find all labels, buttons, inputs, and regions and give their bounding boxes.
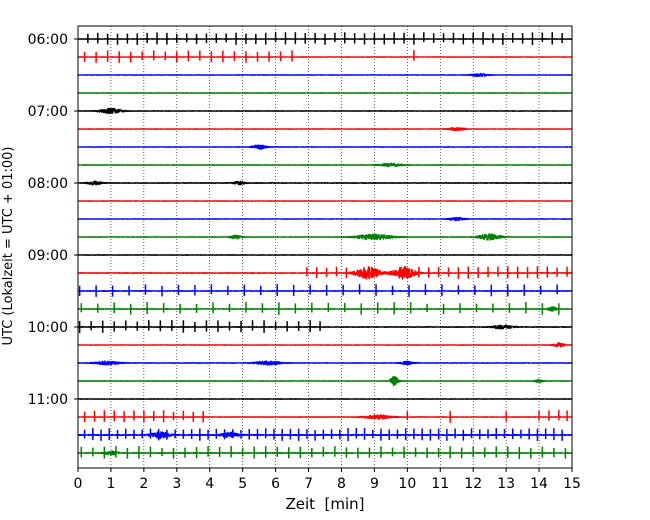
trace-line (77, 72, 573, 78)
x-tick-label: 11 (431, 476, 449, 492)
trace-line (77, 216, 573, 222)
trace-line (77, 324, 573, 330)
x-tick-label: 2 (139, 476, 148, 492)
y-tick-label: 06:00 (28, 32, 68, 48)
x-tick-label: 5 (238, 476, 247, 492)
trace-line (77, 254, 573, 256)
x-tick-label: 3 (172, 476, 181, 492)
y-tick-label: 08:00 (28, 176, 68, 192)
trace-line (77, 107, 573, 115)
x-tick-label: 15 (563, 476, 581, 492)
x-tick-label: 8 (337, 476, 346, 492)
trace-line (77, 450, 573, 456)
x-tick-label: 9 (370, 476, 379, 492)
x-axis-ticks: 0 1 2 3 4 5 6 7 8 9 10 11 12 13 14 15 (74, 468, 581, 492)
y-axis-label: UTC (Lokalzeit = UTC + 01:00) (1, 147, 16, 346)
trace-line (77, 180, 573, 186)
x-tick-label: 7 (304, 476, 313, 492)
x-tick-label: 12 (464, 476, 482, 492)
trace-line (77, 144, 573, 150)
trace-line (77, 342, 573, 348)
trace-line (77, 290, 573, 292)
trace-line (77, 360, 573, 366)
y-tick-label: 09:00 (28, 248, 68, 264)
x-tick-label: 10 (398, 476, 416, 492)
trace-line (77, 162, 573, 168)
x-axis-label: Zeit [min] (285, 495, 364, 513)
trace-line (77, 266, 573, 280)
y-tick-label: 07:00 (28, 104, 68, 120)
trace-line (77, 306, 573, 312)
trace-line (77, 431, 573, 440)
seismogram-traces (77, 32, 573, 459)
x-tick-label: 4 (205, 476, 214, 492)
plot-frame (77, 25, 573, 469)
trace-line (77, 126, 573, 132)
y-axis-ticks: 06:00 07:00 08:00 09:00 10:00 11:00 (28, 32, 78, 408)
trace-line (77, 376, 573, 387)
y-tick-label: 10:00 (28, 320, 68, 336)
x-tick-label: 6 (271, 476, 280, 492)
x-tick-label: 1 (106, 476, 115, 492)
trace-line (77, 92, 573, 94)
y-tick-label: 11:00 (28, 392, 68, 408)
x-tick-label: 0 (74, 476, 83, 492)
x-tick-label: 14 (530, 476, 548, 492)
trace-line (77, 398, 573, 400)
trace-line (77, 414, 573, 420)
x-tick-label: 13 (497, 476, 515, 492)
trace-line (77, 233, 573, 241)
